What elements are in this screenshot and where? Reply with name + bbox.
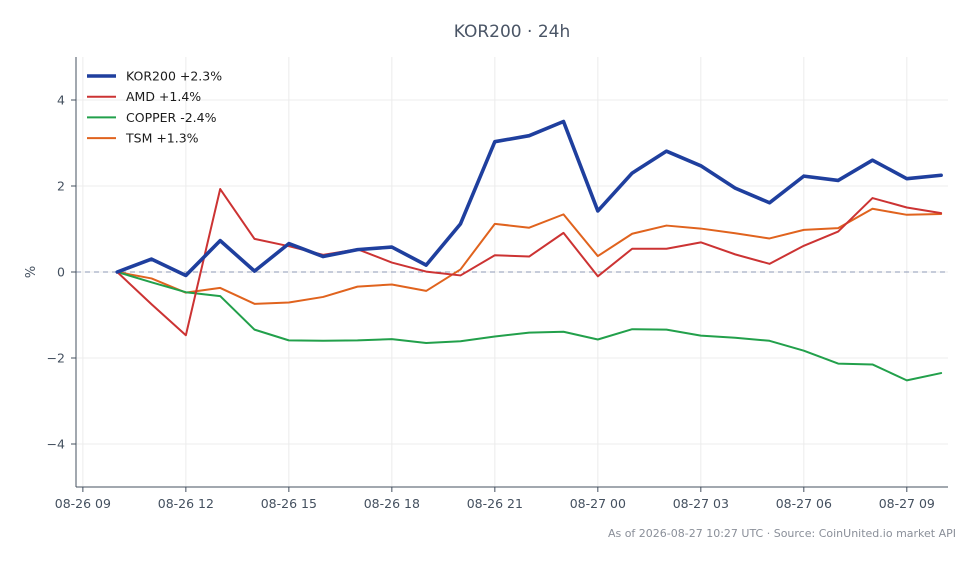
x-axis-ticks: 08-26 09 08-26 12 08-26 15 08-26 18 08-26 21… [55,487,935,511]
series-line-0 [115,119,943,278]
series-lines [115,119,943,382]
x-tick-label: 08-27 03 [673,496,729,511]
chart-title: KOR200 · 24h [454,22,570,42]
legend-label: KOR200 +2.3% [126,69,222,84]
series-line-2 [116,271,943,382]
x-tick-label: 08-27 06 [776,496,832,511]
y-tick-label: 2 [57,179,65,194]
legend: KOR200 +2.3% AMD +1.4% COPPER -2.4% TSM +1.… [87,69,222,146]
x-tick-label: 08-26 12 [158,496,214,511]
x-tick-label: 08-26 18 [364,496,420,511]
legend-label: TSM +1.3% [125,131,199,146]
source-footer: As of 2026-08-27 10:27 UTC · Source: Coi… [608,527,956,540]
legend-label: COPPER -2.4% [126,110,217,125]
x-tick-label: 08-27 09 [879,496,935,511]
x-tick-label: 08-27 00 [570,496,626,511]
series-line-3 [116,207,943,305]
legend-label: AMD +1.4% [126,89,201,104]
x-tick-label: 08-26 21 [467,496,523,511]
x-tick-label: 08-26 15 [261,496,317,511]
series-line-1 [116,188,943,337]
y-axis-label: % [24,266,39,278]
y-tick-label: −4 [47,437,65,452]
y-tick-label: 0 [57,265,65,280]
y-axis-ticks: −4 −2 0 2 4 [47,93,76,452]
x-tick-label: 08-26 09 [55,496,111,511]
y-tick-label: 4 [57,93,65,108]
y-tick-label: −2 [47,351,65,366]
